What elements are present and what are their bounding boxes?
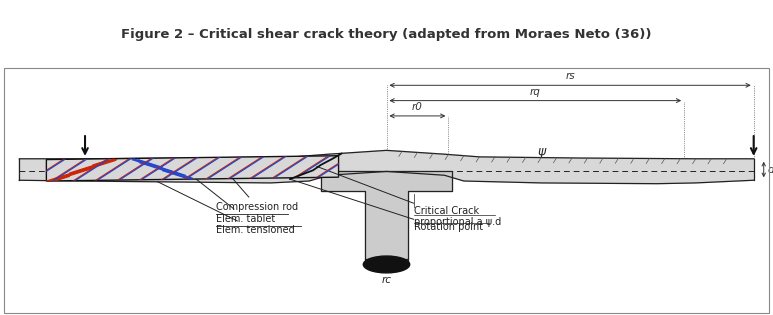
Text: r0: r0 (412, 102, 423, 112)
Text: Rotation point: Rotation point (414, 222, 482, 232)
Text: d: d (768, 164, 773, 175)
Text: Critical Crack
proportional a ψ.d: Critical Crack proportional a ψ.d (414, 206, 501, 227)
Text: Elem. tensioned: Elem. tensioned (157, 181, 295, 235)
Text: Elem. tablet: Elem. tablet (188, 172, 276, 224)
Polygon shape (19, 150, 754, 184)
Text: Compression rod: Compression rod (216, 162, 298, 212)
Text: rs: rs (565, 72, 575, 82)
Text: ψ: ψ (537, 145, 545, 158)
Ellipse shape (363, 256, 410, 273)
Polygon shape (365, 260, 408, 265)
Polygon shape (46, 156, 339, 181)
Polygon shape (321, 171, 452, 260)
Text: rc: rc (382, 275, 391, 285)
Text: rq: rq (530, 87, 541, 97)
Text: Figure 2 – Critical shear crack theory (adapted from Moraes Neto (36)): Figure 2 – Critical shear crack theory (… (121, 28, 652, 41)
